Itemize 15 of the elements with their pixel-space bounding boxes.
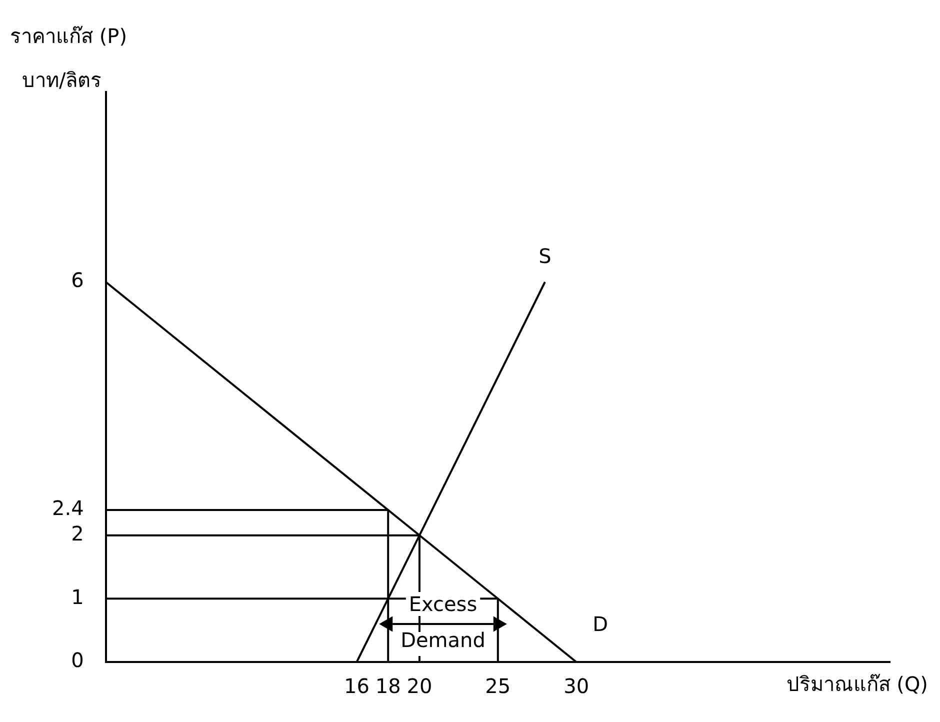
- x-tick-label: 16: [344, 674, 370, 698]
- y-tick-label: 0: [71, 648, 84, 672]
- y-tick-label: 1: [71, 584, 84, 609]
- y-tick-label: 2.4: [52, 496, 84, 520]
- series-label: S: [538, 244, 552, 268]
- y-tick-label: 2: [71, 522, 84, 546]
- x-tick-label: 20: [406, 674, 432, 698]
- x-tick-label: 18: [375, 674, 401, 698]
- x-axis-title: ปริมาณแก๊ส (Q): [786, 671, 928, 698]
- x-tick-label: 30: [564, 674, 590, 698]
- x-tick-label: 25: [485, 674, 511, 698]
- y-tick-label: 6: [71, 268, 84, 292]
- y-axis-title: ราคาแก๊ส (P) บาท/ลิตร: [10, 23, 128, 94]
- series-label: D: [592, 612, 608, 636]
- annotation: Excess Demand: [400, 592, 486, 652]
